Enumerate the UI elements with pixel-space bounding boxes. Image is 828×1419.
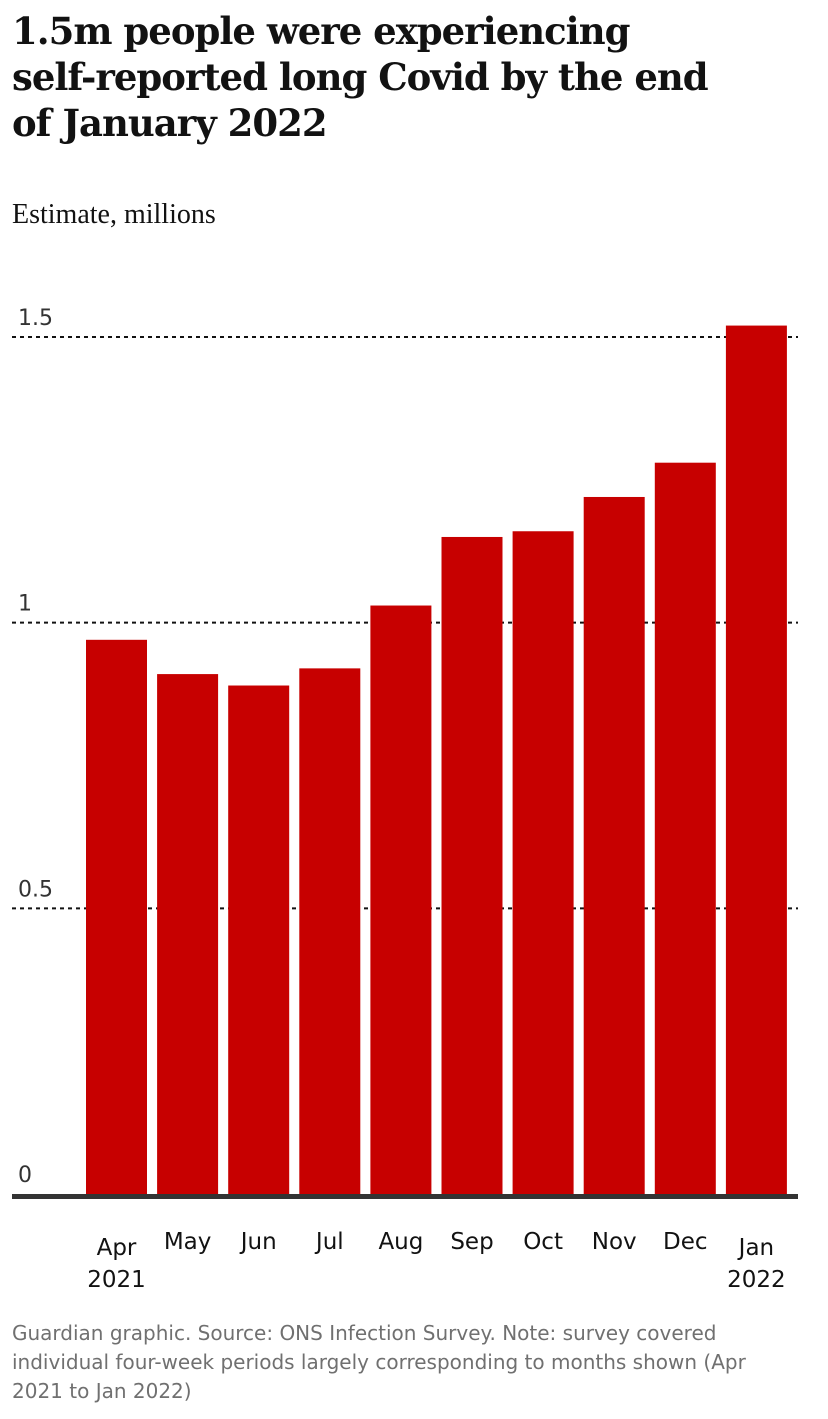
x-tick-label: Jun <box>239 1229 277 1255</box>
x-tick-label: Jan <box>737 1235 774 1261</box>
x-tick-label: Sep <box>450 1229 493 1255</box>
y-axis-tick-labels: 0 0.5 1 1.5 <box>18 306 53 1188</box>
bar <box>86 639 147 1194</box>
x-tick-label: Apr <box>97 1235 137 1261</box>
x-tick-label: 2021 <box>87 1267 146 1293</box>
x-tick-label: May <box>164 1229 212 1255</box>
bar <box>583 496 645 1194</box>
baseline <box>12 1194 798 1199</box>
bars <box>86 325 787 1194</box>
bar <box>725 325 787 1194</box>
bar-chart: 0 0.5 1 1.5 Apr 2021 May Jun Jul Aug Sep Oct Nov Dec… <box>12 306 798 1293</box>
x-tick-label: Dec <box>663 1229 708 1255</box>
bar <box>299 668 361 1194</box>
bar <box>228 685 290 1194</box>
x-tick-label: Jul <box>314 1229 344 1255</box>
x-tick-label: Oct <box>523 1229 563 1255</box>
x-tick-label: Nov <box>592 1229 637 1255</box>
bar <box>654 462 716 1194</box>
y-tick-label: 1.5 <box>18 306 53 331</box>
bar <box>370 605 432 1194</box>
x-axis-baseline <box>12 1194 798 1199</box>
x-axis-tick-labels: Apr 2021 May Jun Jul Aug Sep Oct Nov Dec Jan 2022 <box>87 1229 785 1293</box>
source-note: Guardian graphic. Source: ONS Infection … <box>12 1321 746 1403</box>
bar <box>157 674 219 1194</box>
x-tick-label: 2022 <box>727 1267 786 1293</box>
x-tick-label: Aug <box>378 1229 423 1255</box>
chart-title: 1.5m people were experiencing self-repor… <box>12 9 709 145</box>
chart-subtitle: Estimate, millions <box>12 199 216 230</box>
bar <box>441 536 503 1194</box>
y-tick-label: 0.5 <box>18 877 53 902</box>
y-tick-label: 0 <box>18 1163 32 1188</box>
bar <box>512 531 574 1194</box>
y-tick-label: 1 <box>18 592 32 617</box>
